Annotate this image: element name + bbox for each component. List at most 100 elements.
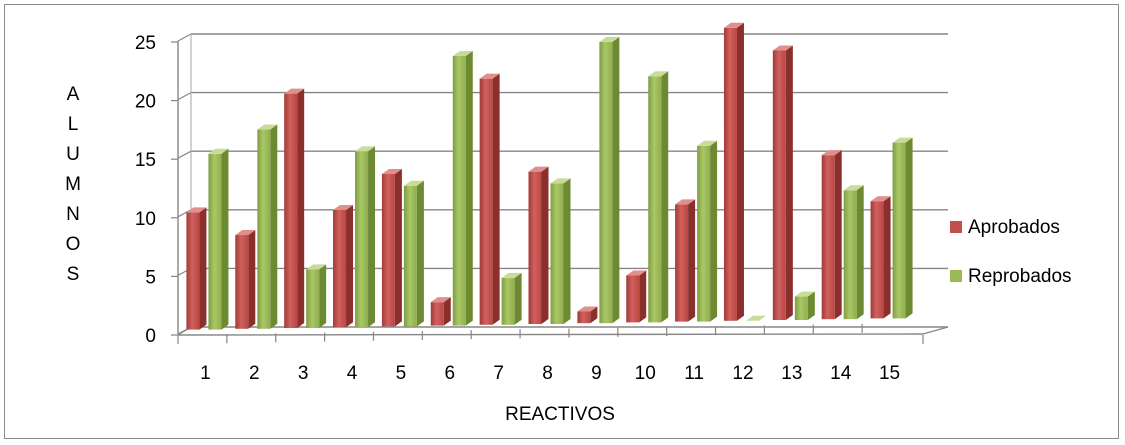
- y-axis-title-letter: A: [67, 84, 80, 105]
- y-tick-label: 10: [135, 209, 156, 230]
- y-axis-title-letter: O: [66, 234, 81, 255]
- legend: Aprobados Reprobados: [950, 217, 1072, 287]
- bar-aprobados-4: [333, 205, 354, 328]
- bar-front: [870, 201, 884, 319]
- bar-aprobados-2: [235, 230, 256, 329]
- bar-top: [821, 150, 842, 156]
- legend-swatch-aprobados: [950, 221, 962, 233]
- bar-front: [235, 235, 249, 329]
- x-tick-label: 4: [347, 363, 358, 384]
- bar-front: [333, 210, 347, 328]
- x-tick-label: 5: [396, 363, 407, 384]
- y-tick-label: 15: [135, 150, 156, 171]
- bar-top: [626, 270, 647, 276]
- bar-side: [710, 140, 718, 322]
- x-tick-label: 13: [781, 363, 802, 384]
- bar-reprobados-13: [794, 291, 815, 320]
- x-tick-label: 6: [444, 363, 455, 384]
- bar-side: [834, 150, 842, 320]
- bar-aprobados-5: [381, 169, 402, 327]
- x-tick-label: 1: [200, 363, 211, 384]
- y-tick-label: 0: [145, 326, 156, 347]
- bar-reprobados-8: [550, 178, 571, 324]
- bar-reprobados-12: [745, 315, 766, 321]
- legend-label-reprobados: Reprobados: [968, 266, 1072, 287]
- bar-aprobados-6: [430, 297, 451, 326]
- bar-aprobados-1: [186, 207, 207, 330]
- x-tick-label: 11: [684, 363, 704, 384]
- bar-top: [208, 148, 229, 154]
- bar-side: [416, 180, 424, 327]
- bar-reprobados-15: [892, 137, 913, 319]
- bar-front: [599, 41, 613, 324]
- bar-aprobados-9: [577, 306, 598, 324]
- bar-front: [186, 212, 200, 330]
- x-tick-label: 2: [249, 363, 260, 384]
- x-tick-label: 8: [542, 363, 553, 384]
- bar-top: [284, 88, 305, 94]
- bar-top: [257, 124, 278, 130]
- bar-side: [368, 146, 376, 328]
- bar-side: [465, 51, 473, 326]
- y-axis-title-letter: M: [65, 174, 81, 195]
- bar-front: [528, 171, 542, 324]
- bar-top: [892, 137, 913, 143]
- legend-swatch-reprobados: [950, 270, 962, 282]
- floor-edge: [922, 326, 949, 335]
- bar-reprobados-4: [355, 146, 376, 328]
- bar-reprobados-3: [306, 264, 327, 328]
- bar-side: [612, 36, 620, 324]
- bar-side: [541, 166, 549, 324]
- x-tick-label: 3: [298, 363, 309, 384]
- bar-top: [870, 196, 891, 202]
- bar-top: [430, 297, 451, 303]
- bar-reprobados-2: [257, 124, 278, 329]
- y-tick-label: 20: [135, 92, 156, 113]
- bar-side: [443, 297, 451, 326]
- gridline-depth: [177, 33, 192, 42]
- bar-aprobados-8: [528, 166, 549, 324]
- bar-aprobados-15: [870, 196, 891, 319]
- bar-top: [697, 140, 718, 146]
- bar-side: [688, 199, 696, 322]
- bar-front: [723, 27, 737, 321]
- bar-side: [248, 230, 256, 329]
- bar-front: [257, 129, 271, 329]
- x-tick-label: 12: [732, 363, 753, 384]
- y-tick-label: 5: [145, 267, 156, 288]
- bar-side: [905, 137, 913, 319]
- bar-front: [381, 174, 395, 327]
- bar-front: [479, 78, 493, 325]
- bar-front: [648, 76, 662, 323]
- bar-reprobados-5: [403, 180, 424, 327]
- bar-front: [794, 296, 808, 320]
- bar-front: [626, 275, 640, 323]
- bars: [186, 22, 913, 330]
- bar-side: [856, 185, 864, 320]
- bar-top: [772, 45, 793, 51]
- bar-front: [892, 142, 906, 319]
- bar-reprobados-7: [501, 272, 522, 325]
- bar-top: [745, 315, 766, 321]
- bar-front: [284, 93, 298, 328]
- bar-reprobados-6: [452, 51, 473, 326]
- bar-top: [452, 51, 473, 57]
- bar-side: [736, 22, 744, 321]
- bar-aprobados-11: [675, 199, 696, 322]
- bar-side: [346, 205, 354, 328]
- bar-side: [319, 264, 327, 328]
- gridline-depth: [177, 150, 192, 159]
- bar-top: [235, 230, 256, 236]
- bar-side: [199, 207, 207, 330]
- bar-front: [452, 56, 466, 326]
- bar-top: [306, 264, 327, 270]
- bar-side: [639, 270, 647, 323]
- bar-reprobados-9: [599, 36, 620, 324]
- bar-reprobados-10: [648, 71, 669, 323]
- bar-side: [883, 196, 891, 319]
- bar-side: [270, 124, 278, 329]
- bar-top: [501, 272, 522, 278]
- bar-top: [381, 169, 402, 175]
